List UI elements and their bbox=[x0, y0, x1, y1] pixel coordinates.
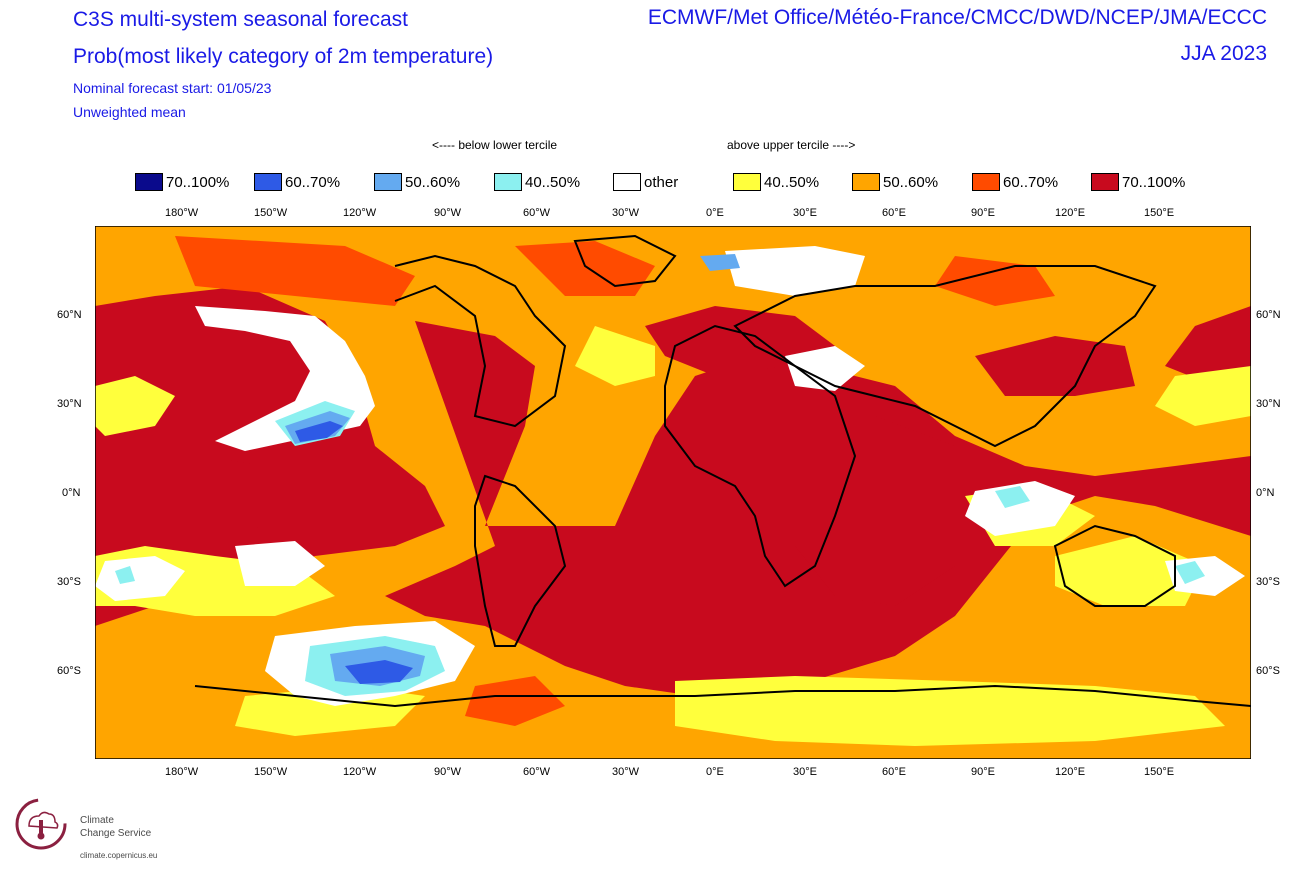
lon-label: 150°W bbox=[254, 766, 288, 778]
lat-label: 30°S bbox=[57, 576, 81, 588]
lon-label: 0°E bbox=[706, 766, 724, 778]
forecast-start: Nominal forecast start: 01/05/23 bbox=[73, 80, 272, 96]
season-label: JJA 2023 bbox=[1180, 42, 1267, 65]
legend-item: 60..70% bbox=[972, 172, 1058, 192]
legend-swatch bbox=[613, 173, 641, 191]
legend-item: 50..60% bbox=[852, 172, 938, 192]
lon-label: 0°E bbox=[706, 207, 724, 219]
legend-label: 70..100% bbox=[166, 173, 230, 191]
legend-swatch bbox=[135, 173, 163, 191]
legend-item: 40..50% bbox=[733, 172, 819, 192]
lon-label: 30°E bbox=[793, 207, 817, 219]
legend-item: 50..60% bbox=[374, 172, 460, 192]
legend-swatch bbox=[1091, 173, 1119, 191]
legend-item: 40..50% bbox=[494, 172, 580, 192]
lon-label: 30°E bbox=[793, 766, 817, 778]
lat-label: 60°N bbox=[1256, 309, 1281, 321]
legend-swatch bbox=[852, 173, 880, 191]
lon-label: 60°E bbox=[882, 766, 906, 778]
legend-item: 70..100% bbox=[135, 172, 229, 192]
lon-label: 180°W bbox=[165, 207, 199, 219]
lon-label: 30°W bbox=[612, 207, 640, 219]
lat-label: 0°N bbox=[1256, 487, 1275, 499]
logo-line2: Change Service bbox=[80, 828, 152, 839]
legend-label: 70..100% bbox=[1122, 173, 1186, 191]
legend-label: 40..50% bbox=[525, 173, 581, 191]
lat-label: 30°S bbox=[1256, 576, 1280, 588]
lon-label: 120°W bbox=[343, 766, 377, 778]
legend-swatch bbox=[374, 173, 402, 191]
legend-swatch bbox=[733, 173, 761, 191]
map-title: C3S multi-system seasonal forecast bbox=[73, 8, 408, 31]
prob-60-70-below-region bbox=[295, 421, 413, 684]
lon-label: 60°W bbox=[523, 766, 551, 778]
prob-70-100-above-region bbox=[95, 286, 1251, 696]
lon-label: 30°W bbox=[612, 766, 640, 778]
legend-label: 40..50% bbox=[764, 173, 820, 191]
logo-url: climate.copernicus.eu bbox=[80, 851, 158, 860]
lat-label: 60°S bbox=[57, 665, 81, 677]
logo-line1: Climate bbox=[80, 815, 114, 826]
lon-label: 120°W bbox=[343, 207, 377, 219]
lon-label: 90°E bbox=[971, 766, 995, 778]
legend-below-label: <---- below lower tercile bbox=[432, 138, 558, 152]
lat-label: 60°N bbox=[57, 309, 82, 321]
legend-item: 60..70% bbox=[254, 172, 340, 192]
weighting-note: Unweighted mean bbox=[73, 104, 186, 120]
legend-above-label: above upper tercile ----> bbox=[727, 138, 856, 152]
forecast-map bbox=[95, 226, 1251, 759]
lon-label: 150°E bbox=[1144, 766, 1175, 778]
lon-label: 90°W bbox=[434, 766, 462, 778]
legend-label: 60..70% bbox=[285, 173, 341, 191]
lon-label: 120°E bbox=[1055, 766, 1086, 778]
legend-label: 50..60% bbox=[883, 173, 939, 191]
coastlines bbox=[194, 234, 1251, 708]
copernicus-logo bbox=[15, 798, 67, 850]
legend-label: 60..70% bbox=[1003, 173, 1059, 191]
map-subtitle: Prob(most likely category of 2m temperat… bbox=[73, 45, 494, 68]
lon-label: 150°E bbox=[1144, 207, 1175, 219]
legend-swatch bbox=[254, 173, 282, 191]
lon-label: 60°E bbox=[882, 207, 906, 219]
lon-label: 90°E bbox=[971, 207, 995, 219]
centres-list: ECMWF/Met Office/Météo-France/CMCC/DWD/N… bbox=[647, 6, 1267, 29]
legend-item: other bbox=[613, 172, 678, 192]
legend-swatch bbox=[494, 173, 522, 191]
lat-label: 0°N bbox=[62, 487, 81, 499]
legend-swatch bbox=[972, 173, 1000, 191]
legend-item: 70..100% bbox=[1091, 172, 1185, 192]
prob-60-70-above-region bbox=[175, 236, 1055, 726]
lat-label: 60°S bbox=[1256, 665, 1280, 677]
lon-label: 150°W bbox=[254, 207, 288, 219]
lon-label: 60°W bbox=[523, 207, 551, 219]
lat-label: 30°N bbox=[57, 398, 82, 410]
legend-label: other bbox=[644, 173, 679, 191]
lon-label: 180°W bbox=[165, 766, 199, 778]
legend-label: 50..60% bbox=[405, 173, 461, 191]
lon-label: 120°E bbox=[1055, 207, 1086, 219]
lat-label: 30°N bbox=[1256, 398, 1281, 410]
lon-label: 90°W bbox=[434, 207, 462, 219]
